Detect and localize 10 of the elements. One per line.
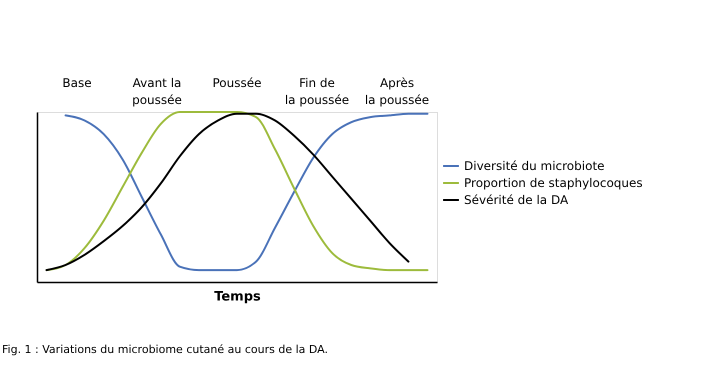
legend-label: Diversité du microbiote [464,159,605,173]
text: Poussée [212,76,262,90]
legend-label: Sévérité de la DA [464,193,569,207]
caption: Fig. 1 : Variations du microbiome cutané au cours de la DA. [2,343,328,356]
text: Après la poussée [364,76,430,107]
x-axis-title: Temps [214,290,262,304]
text: Base [62,76,92,90]
legend-label: Proportion de staphylocoques [464,176,643,190]
text: Fin de la poussée [284,76,350,107]
text: Avant la poussée [132,76,182,107]
